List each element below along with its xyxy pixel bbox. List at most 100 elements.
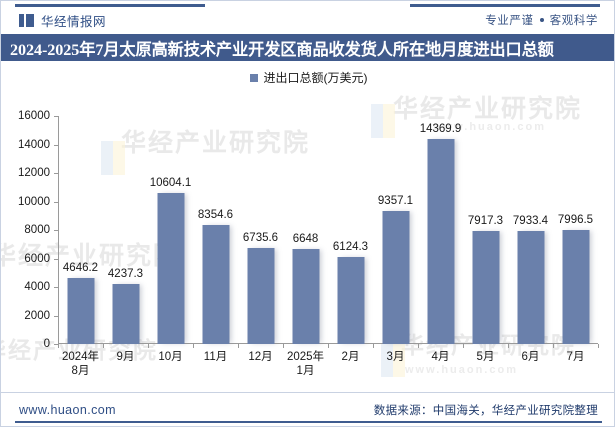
footer-site-link[interactable]: www.huaon.com bbox=[19, 402, 116, 417]
x-tick bbox=[193, 344, 194, 348]
x-tick-label: 11月 bbox=[203, 351, 228, 363]
tagline-right: 客观科学 bbox=[549, 15, 598, 27]
bar-slot: 4646.2 2024年 8月 bbox=[58, 116, 103, 377]
x-tick bbox=[373, 344, 374, 348]
bar-slot: 6124.3 2月 bbox=[328, 116, 373, 363]
bar-slot: 7933.4 6月 bbox=[508, 116, 553, 363]
x-tick bbox=[598, 344, 599, 348]
x-axis bbox=[58, 343, 598, 344]
x-tick bbox=[508, 344, 509, 348]
bar-value-label: 7996.5 bbox=[557, 214, 594, 227]
bar[interactable] bbox=[337, 256, 364, 344]
x-tick bbox=[58, 344, 59, 348]
bar-value-label: 9357.1 bbox=[377, 194, 414, 207]
x-tick-label: 7月 bbox=[566, 351, 585, 363]
x-tick-label: 2024年 8月 bbox=[61, 351, 100, 377]
brand: 华经情报网 bbox=[19, 11, 106, 30]
x-tick bbox=[418, 344, 419, 348]
y-tick-label: 6000 bbox=[24, 252, 50, 265]
bar-value-label: 14369.9 bbox=[419, 123, 462, 136]
title-bar: 2024-2025年7月太原高新技术产业开发区商品收发货人所在地月度进出口总额 bbox=[1, 34, 614, 61]
bar-slot: 6735.6 12月 bbox=[238, 116, 283, 363]
bar-value-label: 7933.4 bbox=[512, 214, 549, 227]
x-tick bbox=[283, 344, 284, 348]
bar-slot: 7996.5 7月 bbox=[553, 116, 598, 363]
bar[interactable] bbox=[247, 248, 274, 344]
top-accent-right bbox=[410, 4, 600, 7]
bar[interactable] bbox=[472, 231, 499, 344]
plot-area: 0 2000 4000 6000 8000 10000 12000 14000 16000 46… bbox=[18, 110, 599, 377]
x-tick bbox=[103, 344, 104, 348]
watermark-site: www.huaon.com bbox=[405, 364, 518, 376]
y-tick bbox=[54, 201, 58, 203]
x-tick-label: 12月 bbox=[248, 351, 273, 363]
tagline: 专业严谨 客观科学 bbox=[485, 12, 598, 28]
y-tick-label: 12000 bbox=[18, 167, 50, 179]
bar[interactable] bbox=[292, 249, 319, 344]
bar[interactable] bbox=[157, 192, 184, 344]
bar-slot: 6648 2025年 1月 bbox=[283, 116, 328, 377]
y-tick bbox=[54, 173, 58, 174]
footer-data-source: 数据来源：中国海关，华经产业研究院整理 bbox=[373, 404, 598, 417]
x-tick-label: 9月 bbox=[116, 351, 135, 363]
bar[interactable] bbox=[112, 283, 139, 344]
page-title: 2024-2025年7月太原高新技术产业开发区商品收发货人所在地月度进出口总额 bbox=[10, 40, 554, 59]
legend-label: 进出口总额(万美元) bbox=[263, 71, 368, 85]
y-tick-label: 14000 bbox=[18, 138, 50, 151]
bar[interactable] bbox=[202, 224, 229, 344]
x-tick bbox=[238, 344, 239, 348]
bar-value-label: 10604.1 bbox=[149, 176, 192, 189]
x-tick-label: 2025年 1月 bbox=[286, 351, 325, 377]
footer-accent bbox=[15, 421, 602, 423]
y-tick-label: 10000 bbox=[18, 195, 50, 208]
bar-slot: 10604.1 10月 bbox=[148, 116, 193, 363]
bar-slot: 4237.3 9月 bbox=[103, 116, 148, 363]
bar-value-label: 6735.6 bbox=[242, 232, 279, 245]
bar-value-label: 6648 bbox=[292, 233, 319, 246]
legend-swatch bbox=[249, 73, 258, 82]
x-tick bbox=[463, 344, 464, 348]
y-tick-label: 0 bbox=[43, 338, 50, 350]
y-axis bbox=[58, 116, 59, 344]
bar-value-label: 4646.2 bbox=[62, 261, 99, 274]
bar-value-label: 7917.3 bbox=[467, 215, 504, 228]
brand-name: 华经情报网 bbox=[41, 14, 107, 29]
chart-container: 华经产业研究院 华经产业研究院 华经产业研究院 华经产业研究院 华经产业研究院 … bbox=[1, 61, 614, 393]
tagline-dot-icon bbox=[539, 18, 544, 22]
page-footer: www.huaon.com 数据来源：中国海关，华经产业研究院整理 bbox=[1, 392, 614, 426]
x-tick-label: 3月 bbox=[386, 351, 405, 363]
bar[interactable] bbox=[67, 277, 94, 344]
bar[interactable] bbox=[382, 210, 409, 344]
x-tick-label: 6月 bbox=[521, 351, 540, 363]
y-tick bbox=[54, 287, 58, 288]
y-tick bbox=[54, 116, 58, 117]
bar[interactable] bbox=[517, 230, 544, 344]
x-tick-label: 2月 bbox=[341, 351, 360, 363]
bar[interactable] bbox=[427, 139, 454, 344]
chart-legend: 进出口总额(万美元) bbox=[1, 69, 614, 86]
x-tick bbox=[148, 344, 149, 348]
book-logo-icon bbox=[19, 13, 34, 27]
y-tick bbox=[54, 344, 58, 345]
y-tick-label: 4000 bbox=[24, 281, 50, 293]
y-tick bbox=[54, 230, 58, 231]
bar-value-label: 4237.3 bbox=[107, 267, 144, 280]
top-accent-left bbox=[15, 4, 205, 7]
bar-slot: 9357.1 3月 bbox=[373, 116, 418, 363]
y-tick bbox=[54, 144, 58, 146]
bar-slot: 8354.6 11月 bbox=[193, 116, 238, 363]
x-tick-label: 5月 bbox=[476, 351, 495, 363]
bar[interactable] bbox=[562, 230, 589, 344]
bar-value-label: 6124.3 bbox=[332, 240, 369, 253]
bar-slot: 7917.3 5月 bbox=[463, 116, 508, 363]
tagline-left: 专业严谨 bbox=[485, 15, 534, 27]
x-tick bbox=[553, 344, 554, 348]
y-tick bbox=[54, 258, 58, 260]
y-tick-label: 2000 bbox=[24, 309, 50, 322]
x-tick-label: 4月 bbox=[431, 351, 450, 363]
bar-value-label: 8354.6 bbox=[197, 208, 234, 221]
x-tick-label: 10月 bbox=[158, 351, 183, 363]
y-tick-label: 16000 bbox=[18, 110, 50, 122]
bar-series: 4646.2 2024年 8月 4237.3 9月 10604.1 10月 8354.6 11月… bbox=[58, 116, 599, 377]
